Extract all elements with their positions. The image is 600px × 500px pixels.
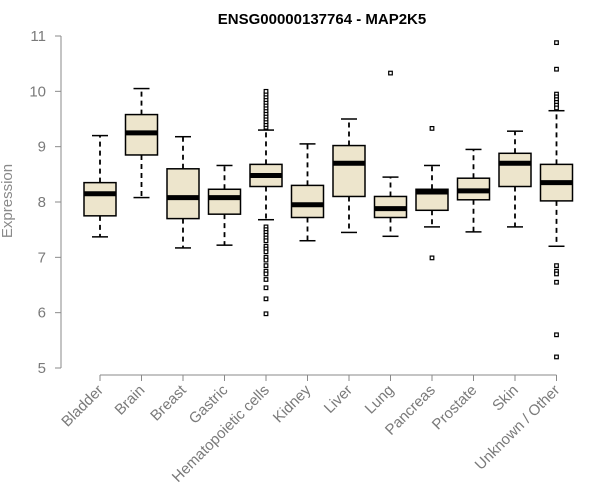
outlier-point: [554, 40, 559, 46]
outlier-point: [263, 238, 269, 244]
box-breast: [166, 135, 200, 249]
x-tick-label: Kidney: [270, 381, 315, 426]
outlier-point: [388, 70, 393, 76]
box-rect: [332, 144, 366, 198]
x-tick-label: Brain: [112, 382, 149, 419]
box-gastric: [207, 164, 242, 246]
outlier-point: [263, 263, 269, 269]
box-rect: [290, 184, 325, 219]
outlier-point: [263, 249, 269, 255]
box-kidney: [290, 143, 325, 242]
y-tick-label: 5: [38, 360, 46, 377]
x-tick-label: Liver: [321, 382, 356, 417]
outlier-point: [554, 279, 559, 285]
x-tick-label: Skin: [489, 382, 522, 415]
outlier-point: [554, 263, 559, 269]
box-bladder: [83, 134, 117, 238]
x-tick-label: Prostate: [429, 382, 481, 434]
box-pancreas: [415, 126, 449, 261]
box-hematopoietic-cells: [249, 88, 283, 317]
box-rect: [83, 181, 117, 217]
x-tick-label: Bladder: [58, 382, 107, 431]
outlier-point: [554, 354, 559, 360]
outlier-point: [263, 271, 269, 277]
y-tick-label: 11: [30, 28, 46, 45]
outlier-point: [554, 105, 559, 111]
outlier-point: [429, 126, 435, 131]
y-tick-label: 8: [38, 194, 46, 211]
box-skin: [498, 130, 532, 228]
boxes: [83, 40, 574, 360]
y-axis-label: Expression: [0, 164, 16, 238]
box-liver: [332, 118, 366, 234]
box-rect: [498, 152, 532, 188]
y-tick-label: 7: [38, 249, 46, 266]
outlier-point: [554, 66, 559, 72]
outlier-point: [554, 271, 559, 277]
box-brain: [124, 87, 159, 199]
box-prostate: [456, 148, 491, 233]
outlier-point: [263, 257, 269, 263]
outlier-point: [554, 332, 559, 338]
box-lung: [373, 70, 408, 238]
box-rect: [207, 188, 242, 215]
y-tick-label: 9: [38, 139, 46, 156]
box-unknown-other: [539, 40, 574, 360]
chart-title: ENSG00000137764 - MAP2K5: [218, 11, 426, 28]
outlier-point: [429, 255, 435, 261]
outlier-point: [263, 296, 269, 302]
outlier-point: [263, 88, 269, 94]
outlier-point: [263, 277, 269, 282]
y-tick-label: 6: [38, 305, 46, 322]
x-tick-label: Lung: [362, 382, 398, 418]
outlier-point: [263, 285, 269, 291]
outlier-point: [263, 311, 269, 317]
box-rect: [166, 168, 200, 220]
x-tick-label: Breast: [147, 381, 190, 424]
y-tick-label: 10: [29, 83, 46, 100]
